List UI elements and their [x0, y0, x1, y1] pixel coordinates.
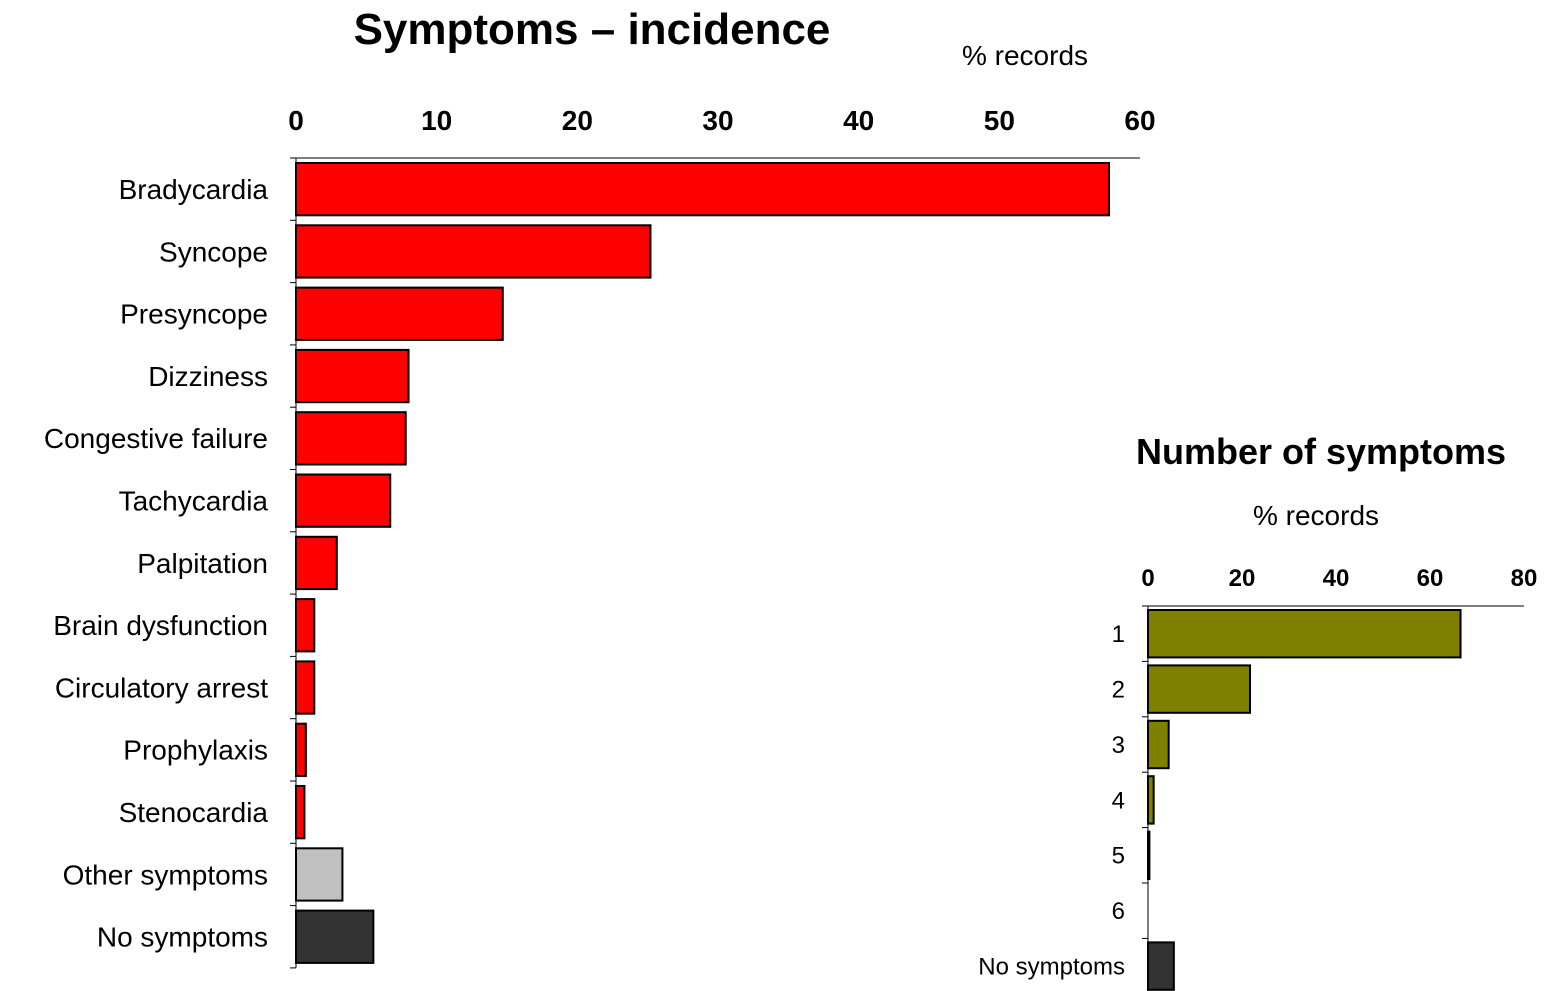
bar-no-symptoms: [1147, 941, 1175, 991]
bar-prophylaxis: [295, 722, 307, 778]
category-label-tachycardia: Tachycardia: [119, 485, 269, 516]
category-label-6: 6: [1112, 898, 1125, 925]
incidence-x-tick-label: 40: [843, 105, 874, 136]
count-x-tick-label: 60: [1417, 565, 1444, 592]
count-x-tick-label: 20: [1229, 565, 1256, 592]
bar-3: [1147, 719, 1170, 770]
count-x-tick-label: 0: [1141, 565, 1154, 592]
category-label-stenocardia: Stenocardia: [119, 797, 269, 828]
incidence-x-tick-label: 30: [702, 105, 733, 136]
count-category-group: 1 2 3 4 5 6 No symptoms: [978, 621, 1125, 980]
category-label-5: 5: [1112, 843, 1125, 870]
bar-bradycardia: [295, 162, 1111, 217]
category-label-prophylaxis: Prophylaxis: [123, 735, 268, 766]
category-label-syncope: Syncope: [159, 236, 268, 267]
category-label-4: 4: [1112, 787, 1125, 814]
bar-1: [1147, 609, 1462, 659]
category-label-presyncope: Presyncope: [120, 299, 268, 330]
incidence-x-tick-label: 20: [562, 105, 593, 136]
bar-stenocardia: [295, 785, 306, 840]
bar-circulatory-arrest: [295, 660, 316, 715]
incidence-x-tick-label: 10: [421, 105, 452, 136]
incidence-unit-label: % records: [962, 40, 1088, 71]
category-label-palpitation: Palpitation: [137, 548, 268, 579]
bar-congestive-failure: [295, 411, 407, 466]
bar-other-symptoms: [295, 847, 344, 902]
incidence-x-tick-label: 0: [288, 105, 304, 136]
category-label-other-symptoms: Other symptoms: [63, 859, 268, 890]
count-bar-group: [1147, 609, 1462, 991]
bar-2: [1147, 664, 1251, 714]
incidence-x-tick-label: 50: [984, 105, 1015, 136]
bar-dizziness: [295, 348, 410, 404]
category-label-brain-dysfunction: Brain dysfunction: [53, 610, 268, 641]
count-tick-group: 0 20 40 60 80: [1141, 565, 1537, 991]
symptoms-incidence-chart: Symptoms – incidence % records 0 10 20 30 40…: [44, 5, 1156, 969]
bar-4: [1147, 775, 1155, 825]
bar-brain-dysfunction: [295, 598, 316, 653]
category-label-dizziness: Dizziness: [148, 361, 268, 392]
category-label-no-symptoms: No symptoms: [97, 922, 268, 953]
category-label-bradycardia: Bradycardia: [119, 174, 269, 205]
incidence-chart-title: Symptoms – incidence: [354, 5, 831, 54]
incidence-bar-group: [295, 162, 1111, 964]
category-label-1: 1: [1112, 621, 1125, 648]
bar-palpitation: [295, 535, 338, 591]
incidence-category-group: Bradycardia Syncope Presyncope Dizziness Con…: [44, 174, 269, 953]
bar-presyncope: [295, 286, 504, 341]
count-unit-label: % records: [1253, 500, 1379, 531]
number-of-symptoms-chart: Number of symptoms % records 0 20 40 60 80 1…: [978, 431, 1537, 991]
category-label-circulatory-arrest: Circulatory arrest: [55, 672, 268, 703]
bar-5: [1147, 830, 1151, 880]
count-chart-title: Number of symptoms: [1136, 431, 1506, 472]
bar-syncope: [295, 224, 652, 279]
count-x-tick-label: 40: [1323, 565, 1350, 592]
category-label-no-symptoms: No symptoms: [978, 954, 1125, 981]
incidence-x-tick-label: 60: [1124, 105, 1155, 136]
category-label-congestive-failure: Congestive failure: [44, 423, 268, 454]
category-label-3: 3: [1112, 732, 1125, 759]
bar-tachycardia: [295, 473, 392, 528]
category-label-2: 2: [1112, 677, 1125, 704]
count-x-tick-label: 80: [1511, 565, 1538, 592]
incidence-tick-group: 0 10 20 30 40 50 60: [288, 105, 1156, 969]
bar-no-symptoms: [295, 909, 375, 964]
